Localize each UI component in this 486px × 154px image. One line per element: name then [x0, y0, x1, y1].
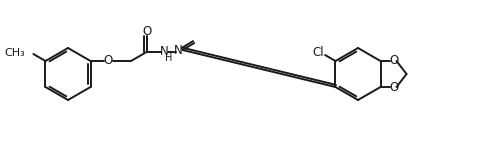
Text: H: H: [165, 53, 173, 63]
Text: O: O: [104, 54, 113, 67]
Text: O: O: [389, 53, 398, 67]
Text: O: O: [389, 81, 398, 95]
Text: CH₃: CH₃: [5, 48, 25, 58]
Text: O: O: [142, 24, 151, 38]
Text: Cl: Cl: [312, 45, 324, 59]
Text: N: N: [160, 45, 169, 57]
Text: N: N: [174, 44, 183, 57]
